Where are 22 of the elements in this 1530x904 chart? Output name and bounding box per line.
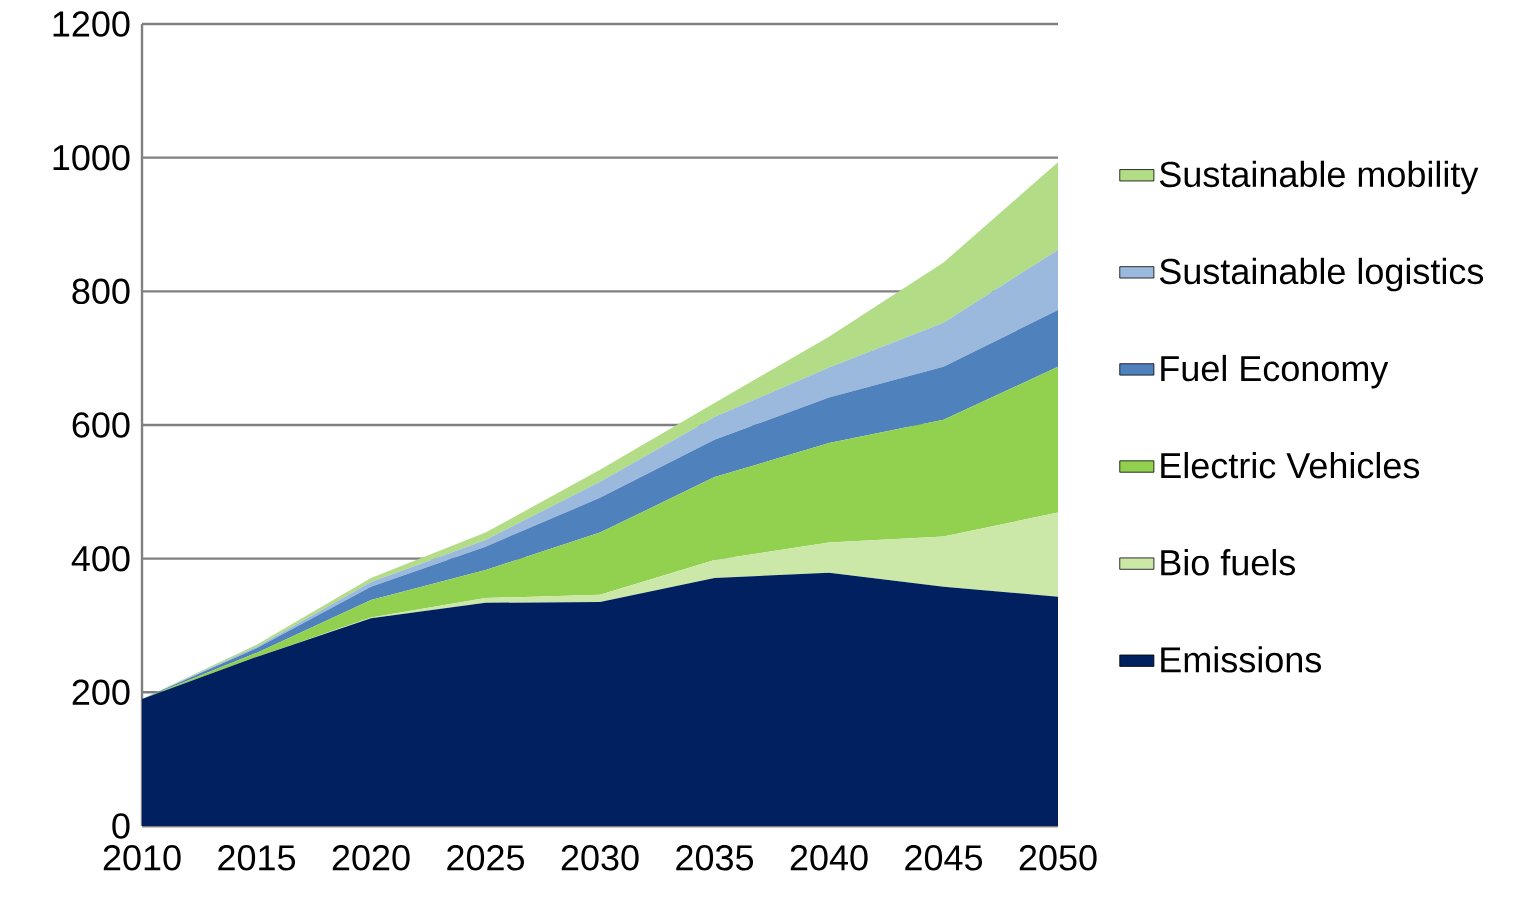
legend-label: Bio fuels xyxy=(1161,549,1296,576)
x-tick-label: 2035 xyxy=(676,845,754,871)
x-tick-label: 2010 xyxy=(103,845,181,871)
x-tick-label: 2025 xyxy=(447,845,525,871)
x-tick-label: 2030 xyxy=(561,845,639,871)
x-tick-label: 2015 xyxy=(218,845,296,871)
y-tick-label: 0 xyxy=(112,813,130,839)
legend-label: Fuel Economy xyxy=(1161,354,1389,389)
x-tick-label: 2050 xyxy=(1019,845,1097,871)
legend-label: Emissions xyxy=(1161,646,1322,673)
x-tick-label: 2020 xyxy=(332,845,410,871)
legend-label: Sustainable mobility xyxy=(1159,160,1479,195)
legend-label: Sustainable logistics xyxy=(1159,257,1484,292)
x-tick-label: 2045 xyxy=(905,845,983,871)
legend-label: Electric Vehicles xyxy=(1161,451,1420,479)
y-tick-label: 400 xyxy=(71,545,130,572)
y-tick-label: 1200 xyxy=(53,11,130,37)
x-tick-label: 2040 xyxy=(790,845,868,871)
y-tick-label: 800 xyxy=(72,278,130,305)
y-tick-label: 200 xyxy=(72,679,130,706)
y-tick-label: 600 xyxy=(72,412,130,438)
y-tick-label: 1000 xyxy=(53,144,130,171)
